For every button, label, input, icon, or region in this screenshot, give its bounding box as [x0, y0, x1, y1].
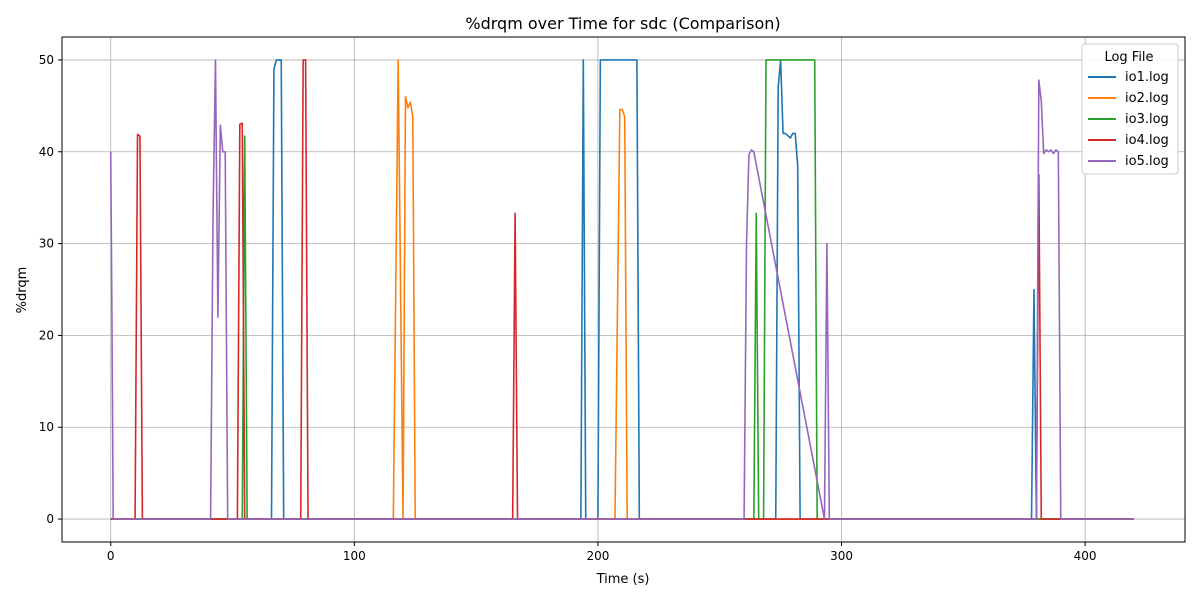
legend-items: io1.log io2.log io3.log io4.log io5.log: [1088, 70, 1169, 169]
y-tick-label: 20: [39, 328, 54, 342]
x-tick-label: 0: [107, 549, 115, 563]
legend-label: io3.log: [1125, 112, 1169, 127]
plot-frame: [61, 36, 1186, 543]
x-tick-label: 400: [1074, 549, 1097, 563]
x-axis-label: Time (s): [596, 572, 650, 587]
chart-title: %drqm over Time for sdc (Comparison): [465, 14, 780, 33]
x-tick-label: 100: [343, 549, 366, 563]
legend: Log File io1.log io2.log io3.log io4.log io5…: [1081, 43, 1179, 175]
y-tick-label: 0: [46, 512, 54, 526]
series-lines: [109, 59, 1134, 520]
y-tick-label: 30: [39, 237, 54, 251]
y-tick-label: 10: [39, 420, 54, 434]
legend-label: io2.log: [1125, 91, 1169, 106]
y-tick-label: 40: [39, 145, 54, 159]
x-tick-label: 200: [586, 549, 609, 563]
y-tick-label: 50: [39, 53, 54, 67]
legend-label: io5.log: [1125, 154, 1169, 169]
series-line-io1-log: [110, 59, 1134, 520]
legend-label: io4.log: [1125, 133, 1169, 148]
legend-title: Log File: [1104, 50, 1153, 65]
y-axis-label: %drqm: [15, 267, 30, 314]
series-line-io3-log: [110, 59, 1134, 520]
axis-ticks: 0 100 200 300 400 0 10 20 30 40 50: [39, 53, 1097, 563]
x-tick-label: 300: [830, 549, 853, 563]
series-line-io2-log: [110, 59, 1134, 520]
series-line-io5-log: [109, 59, 1134, 520]
series-line-io4-log: [110, 59, 1134, 520]
legend-label: io1.log: [1125, 70, 1169, 85]
